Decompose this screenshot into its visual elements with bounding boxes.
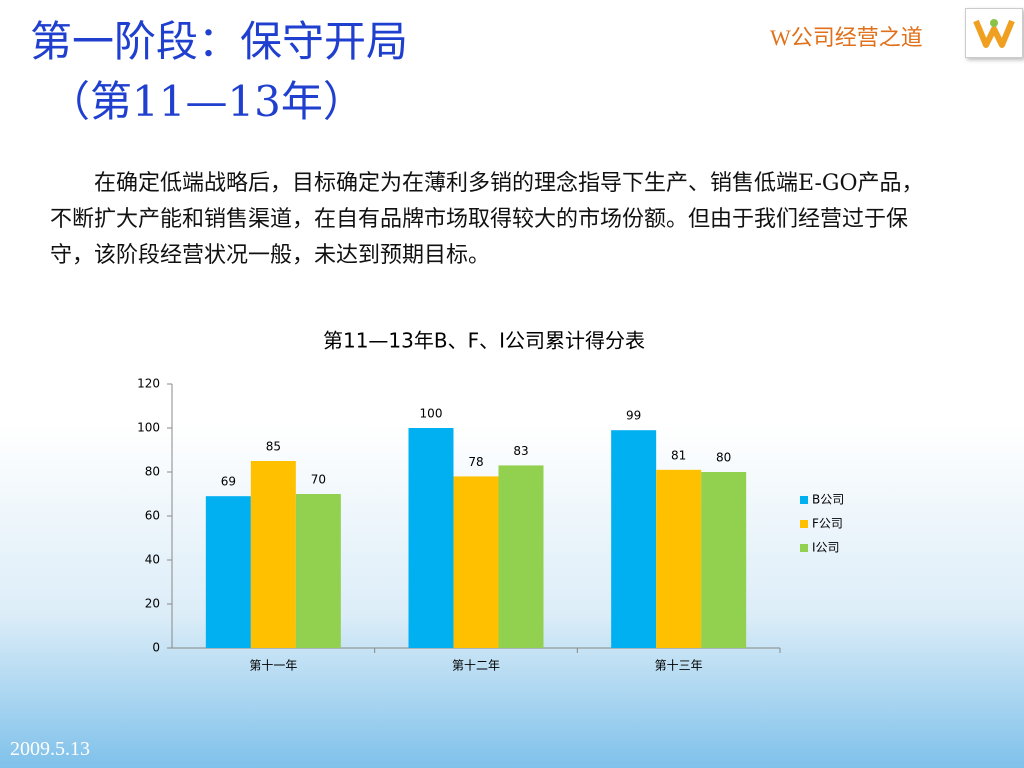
data-label: 85 (266, 440, 281, 454)
y-tick-label: 120 (137, 377, 160, 391)
data-label: 70 (311, 473, 326, 487)
y-tick-label: 40 (145, 553, 160, 567)
date: 2009.5.13 (10, 738, 90, 760)
legend-label: I公司 (812, 541, 840, 555)
x-tick-label: 第十三年 (655, 659, 703, 673)
bar (250, 461, 296, 648)
legend-swatch (800, 520, 808, 528)
data-label: 99 (626, 409, 641, 423)
y-tick-label: 60 (145, 509, 160, 523)
data-label: 80 (716, 451, 731, 465)
slide-title: 第一阶段：保守开局 (30, 17, 409, 66)
bar (205, 496, 251, 648)
y-tick-label: 100 (137, 421, 160, 435)
bar (656, 469, 702, 648)
data-label: 100 (420, 407, 443, 421)
y-tick-label: 20 (145, 597, 160, 611)
paragraph: 在确定低端战略后，目标确定为在薄利多销的理念指导下生产、销售低端E-GO产品，不… (50, 171, 924, 268)
logo (965, 8, 1023, 58)
brand: W公司经营之道 (770, 25, 923, 50)
bar (408, 428, 454, 648)
y-tick-label: 80 (145, 465, 160, 479)
bar (611, 430, 657, 648)
legend-swatch (800, 496, 808, 504)
data-label: 83 (513, 444, 528, 458)
bar (295, 494, 341, 648)
data-label: 81 (671, 448, 686, 462)
y-tick-label: 0 (152, 641, 160, 655)
x-tick-label: 第十二年 (452, 659, 500, 673)
legend-label: F公司 (812, 517, 843, 531)
legend-swatch (800, 544, 808, 552)
data-label: 69 (221, 475, 236, 489)
bar (453, 476, 499, 648)
logo-icon (973, 19, 1015, 48)
legend-label: B公司 (812, 493, 844, 507)
slide-subtitle: （第11—13年） (48, 77, 365, 126)
x-tick-label: 第十一年 (249, 659, 297, 673)
bar (498, 465, 544, 648)
data-label: 78 (468, 455, 483, 469)
bar (701, 472, 747, 648)
chart-title: 第11—13年B、F、I公司累计得分表 (323, 329, 645, 353)
